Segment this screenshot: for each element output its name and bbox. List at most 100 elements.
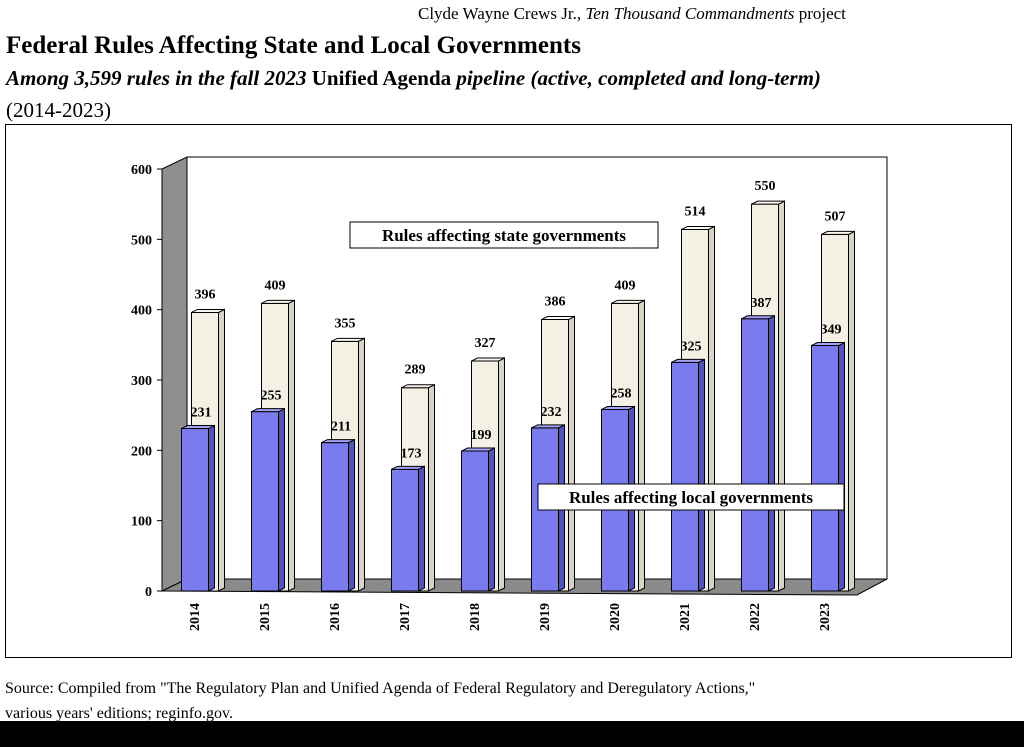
bar-local-2014 [181, 424, 215, 592]
y-tick-label: 100 [131, 515, 152, 530]
data-label-local: 387 [751, 296, 772, 311]
bar-local-2016-top [321, 439, 355, 444]
data-label-state: 514 [685, 204, 706, 219]
data-label-local: 231 [191, 406, 212, 421]
bar-local-2015-side [278, 407, 285, 592]
x-tick-label: 2023 [818, 603, 833, 631]
data-label-state: 386 [545, 295, 566, 310]
bar-local-2023-top [811, 342, 845, 347]
x-tick-label: 2021 [678, 603, 693, 631]
y-tick-label: 0 [145, 585, 152, 600]
bar-state-2023-top [821, 230, 855, 235]
x-tick-label: 2016 [328, 603, 343, 631]
bar-local-2022-front [741, 318, 769, 592]
bar-state-2021-side [708, 225, 715, 592]
bar-local-2023-side [838, 341, 845, 592]
data-label-state: 327 [475, 336, 496, 351]
x-tick-label: 2014 [188, 603, 203, 631]
y-tick-label: 600 [131, 163, 152, 178]
bar-local-2021-front [671, 361, 699, 592]
year-range: (2014-2023) [6, 98, 111, 122]
bar-state-2019-top [541, 316, 575, 321]
data-label-local: 258 [611, 387, 632, 402]
chart-frame [5, 124, 1012, 658]
bar-local-2015-front [251, 411, 279, 592]
y-tick-label: 200 [131, 444, 152, 459]
bar-state-2017-top [401, 384, 435, 389]
data-label-local: 349 [821, 323, 842, 338]
subtitle-part-3: pipeline (active, completed and long-ter… [456, 66, 821, 90]
bar-local-2016 [321, 438, 355, 592]
bar-state-2014-side [218, 308, 225, 592]
subtitle-part-2: Unified Agenda [311, 66, 452, 90]
bar-local-2017-side [418, 465, 425, 592]
bar-local-2021-side [698, 358, 705, 592]
x-tick-label: 2020 [608, 603, 623, 631]
bar-local-2020-top [601, 406, 635, 411]
y-tick-label: 300 [131, 374, 152, 389]
legend-local: Rules affecting local governments [569, 488, 813, 507]
bar-state-2022-side [778, 200, 785, 592]
y-tick-label: 500 [131, 233, 152, 248]
bar-state-2023-side [848, 230, 855, 592]
bar-local-2022-top [741, 315, 775, 320]
page-subtitle: Among 3,599 rules in the fall 2023 Unifi… [6, 66, 821, 91]
bar-local-2021 [671, 358, 705, 592]
bar-state-2016-side [358, 337, 365, 592]
source-line-1: Source: Compiled from "The Regulatory Pl… [5, 680, 756, 697]
bar-state-2021-top [681, 225, 715, 230]
data-label-state: 355 [335, 316, 356, 331]
bar-local-2016-side [348, 438, 355, 592]
bar-local-2017-top [391, 465, 425, 470]
bar-state-2016-top [331, 337, 365, 342]
x-tick-label: 2019 [538, 603, 553, 631]
data-label-local: 211 [331, 420, 351, 435]
bar-state-2018-top [471, 357, 505, 362]
bar-chart: 0 100 200 300 400 500 600 396 231 2014 409 255 2015 3… [131, 156, 888, 631]
legend-local-box [537, 483, 845, 511]
data-label-state: 396 [195, 287, 216, 302]
bar-state-2020-top [611, 299, 645, 304]
bottom-bar [0, 721, 1024, 747]
bar-local-2014-top [181, 425, 215, 430]
bar-local-2018-front [461, 450, 489, 592]
bar-local-2017 [391, 465, 425, 592]
data-label-local: 255 [261, 389, 282, 404]
page-title: Federal Rules Affecting State and Local … [6, 32, 581, 59]
author-credit: Clyde Wayne Crews Jr., Ten Thousand Comm… [418, 4, 846, 24]
data-label-state: 409 [265, 278, 286, 293]
legend-state-box [349, 221, 659, 249]
bar-local-2023 [811, 341, 845, 592]
x-tick-label: 2017 [398, 603, 413, 631]
bar-local-2022-side [768, 315, 775, 592]
bar-local-2023-front [811, 345, 839, 592]
bar-local-2021-top [671, 358, 705, 363]
bar-state-2015-side [288, 299, 295, 592]
data-label-local: 199 [471, 428, 492, 443]
credit-book-title: Ten Thousand Commandments [585, 4, 795, 23]
bar-local-2018-side [488, 447, 495, 592]
subtitle-part-1: Among 3,599 rules in the fall 2023 [6, 66, 307, 90]
bar-local-2019-top [531, 424, 565, 429]
data-label-state: 550 [755, 179, 776, 194]
bar-state-2019-side [568, 315, 575, 592]
credit-prefix: Clyde Wayne Crews Jr., [418, 4, 582, 23]
y-tick-label: 400 [131, 304, 152, 319]
source-note: Source: Compiled from "The Regulatory Pl… [5, 676, 755, 726]
data-label-state: 289 [405, 363, 426, 378]
bar-local-2017-front [391, 468, 419, 592]
bar-state-2015-top [261, 299, 295, 304]
credit-suffix: project [798, 4, 846, 23]
x-tick-label: 2022 [748, 603, 763, 631]
x-tick-label: 2015 [258, 603, 273, 631]
data-label-state: 409 [615, 278, 636, 293]
bar-state-2022-top [751, 200, 785, 205]
bar-local-2018-top [461, 447, 495, 452]
bar-state-2017-side [428, 383, 435, 592]
data-label-local: 173 [401, 446, 422, 461]
bar-local-2015 [251, 407, 285, 592]
x-tick-label: 2018 [468, 603, 483, 631]
data-label-local: 325 [681, 339, 702, 354]
data-label-state: 507 [825, 209, 846, 224]
bar-local-2015-top [251, 408, 285, 413]
